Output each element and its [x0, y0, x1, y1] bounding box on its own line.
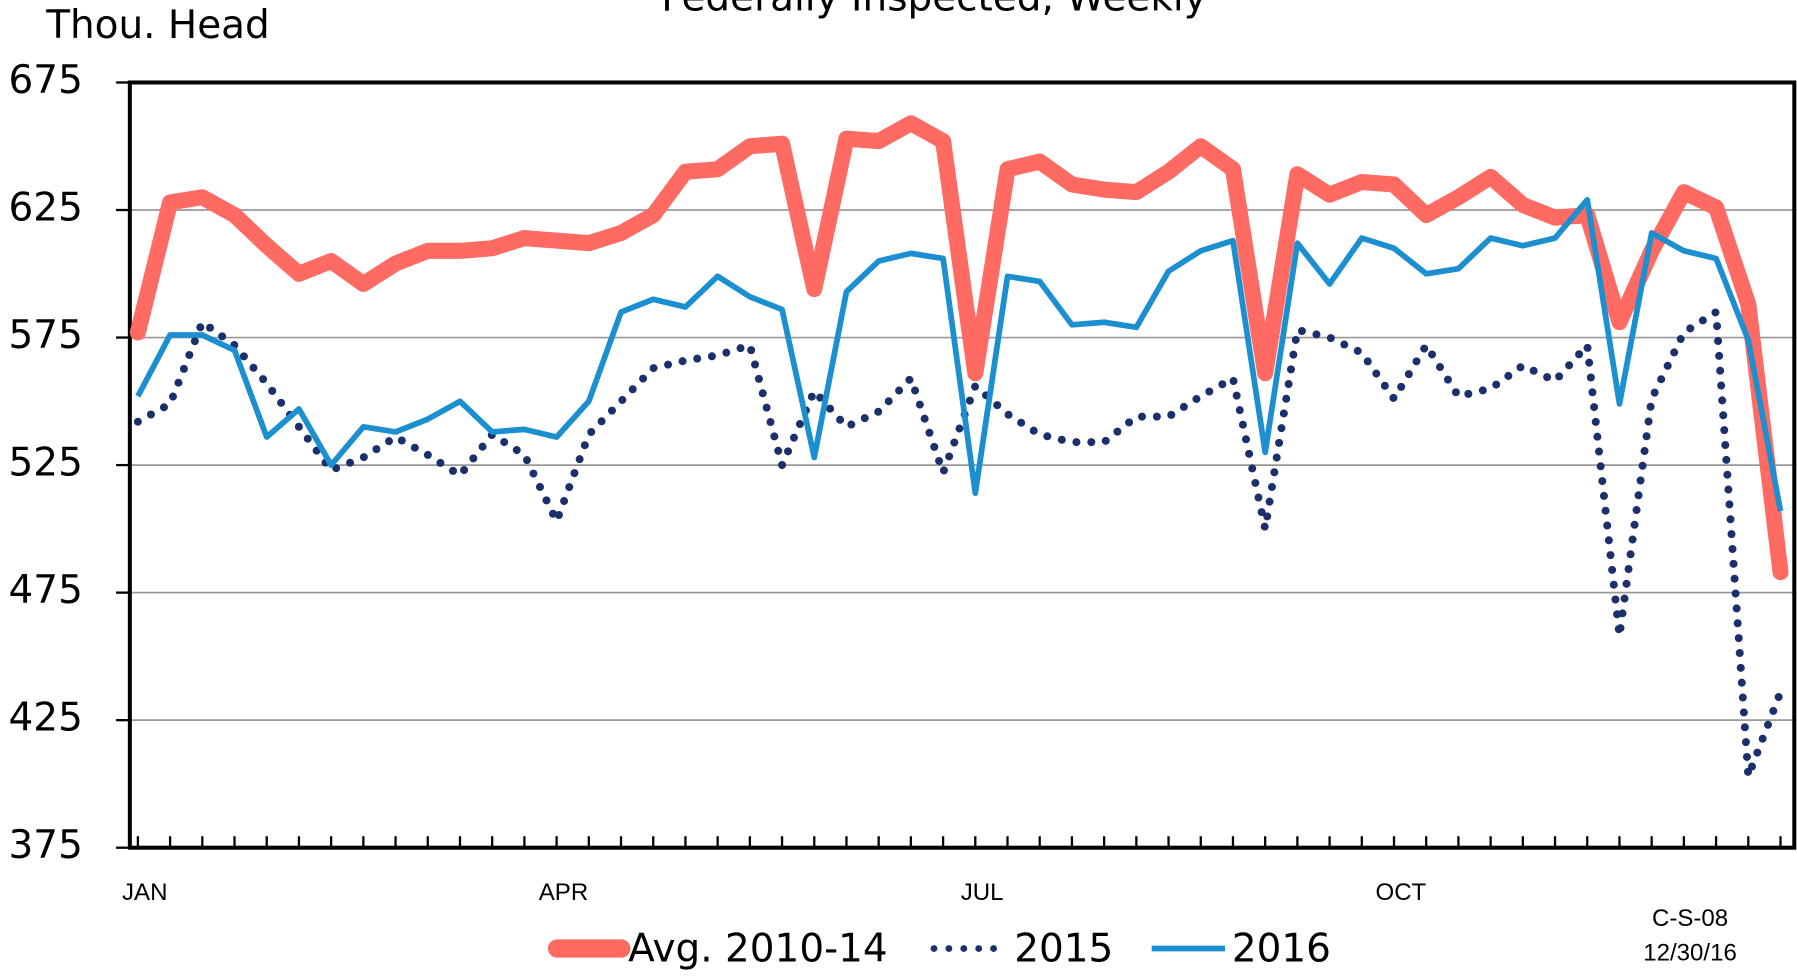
y-tick-label: 625 [9, 186, 83, 231]
plot-frame [127, 80, 1797, 850]
y-tick-label: 575 [9, 313, 83, 358]
x-tick-label: JUL [961, 879, 1004, 906]
y-tick-label: 375 [9, 823, 83, 868]
y-tick-label: 525 [9, 441, 83, 486]
series-line [135, 196, 1784, 512]
legend-label: 2015 [1014, 926, 1113, 971]
y-tick-label: 425 [9, 696, 83, 741]
series-line [133, 308, 1785, 781]
y-tick-label: 475 [9, 568, 83, 613]
legend-label: Avg. 2010-14 [628, 926, 888, 971]
x-tick-label: OCT [1375, 879, 1426, 906]
series-line [129, 115, 1789, 581]
x-tick-label: JAN [122, 879, 167, 906]
y-axis-label: Thou. Head [45, 3, 270, 48]
y-tick-label: 675 [9, 58, 83, 103]
note: 12/30/16 [1643, 940, 1737, 967]
legend-label: 2016 [1232, 926, 1331, 971]
x-tick-label: APR [539, 879, 588, 906]
chart-title: Federally Inspected, Weekly [661, 0, 1207, 20]
note: C-S-08 [1652, 905, 1728, 932]
